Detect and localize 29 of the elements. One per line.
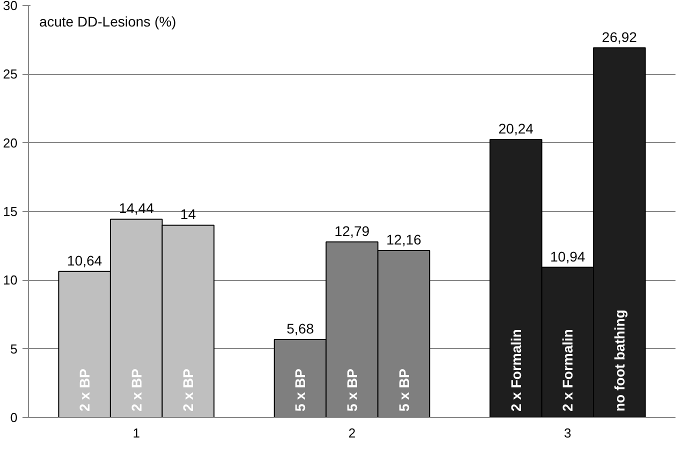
annotation: 2 x Formalin bbox=[560, 329, 576, 412]
annotation: 2 x BP bbox=[180, 368, 196, 412]
annotation: 2 x BP bbox=[128, 368, 144, 412]
text: acute DD-Lesions (%) bbox=[39, 14, 176, 30]
data-label: 14,44 bbox=[118, 200, 154, 216]
y-tick-label: 25 bbox=[3, 66, 18, 82]
x-tick-label: 1 bbox=[132, 426, 140, 440]
annotation: 5 x BP bbox=[396, 368, 412, 412]
data-label: 14 bbox=[180, 206, 196, 222]
x-tick-label: 3 bbox=[564, 426, 572, 440]
annotation: 2 x BP bbox=[76, 368, 93, 412]
annotation: 2 x Formalin bbox=[508, 329, 524, 412]
y-tick-label: 15 bbox=[3, 204, 18, 219]
x-tick-label: 2 bbox=[348, 426, 356, 440]
data-label: 10,64 bbox=[67, 252, 102, 268]
annotation: 5 x BP bbox=[344, 368, 360, 412]
y-tick-label: 20 bbox=[3, 135, 18, 150]
data-label: 5,68 bbox=[286, 320, 314, 336]
data-label: 20,24 bbox=[498, 120, 534, 137]
y-tick-label: 30 bbox=[3, 0, 18, 13]
data-label: 12,16 bbox=[386, 232, 422, 248]
annotation: no foot bathing bbox=[611, 310, 628, 412]
y-tick-label: 5 bbox=[10, 341, 18, 356]
data-label: 10,94 bbox=[550, 248, 586, 264]
annotation: 5 x BP bbox=[292, 368, 308, 412]
data-label: 26,92 bbox=[602, 28, 638, 45]
y-tick-label: 10 bbox=[3, 272, 18, 288]
data-label: 12,79 bbox=[334, 222, 370, 239]
y-tick-label: 0 bbox=[10, 410, 18, 425]
